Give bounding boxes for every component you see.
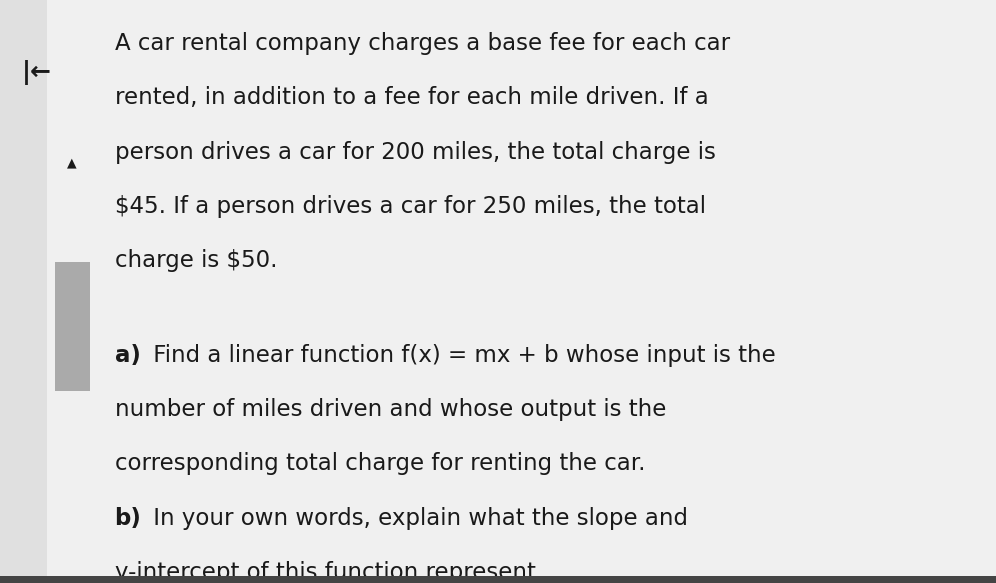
Text: b): b)	[115, 507, 141, 529]
Text: charge is $50.: charge is $50.	[115, 249, 277, 272]
Text: rented, in addition to a fee for each mile driven. If a: rented, in addition to a fee for each mi…	[115, 86, 708, 109]
Text: |←: |←	[22, 61, 52, 85]
Text: y-intercept of this function represent.: y-intercept of this function represent.	[115, 561, 543, 583]
Bar	[55, 262, 90, 391]
Bar	[0, 576, 996, 583]
Text: A car rental company charges a base fee for each car: A car rental company charges a base fee …	[115, 32, 730, 55]
Text: In your own words, explain what the slope and: In your own words, explain what the slop…	[146, 507, 688, 529]
Text: a): a)	[115, 344, 140, 367]
Text: Find a linear function f(x) = mx + b whose input is the: Find a linear function f(x) = mx + b who…	[146, 344, 776, 367]
Text: number of miles driven and whose output is the: number of miles driven and whose output …	[115, 398, 666, 421]
Bar	[47, 0, 92, 583]
Bar	[0, 0, 92, 583]
Text: ▲: ▲	[67, 157, 77, 170]
Text: corresponding total charge for renting the car.: corresponding total charge for renting t…	[115, 452, 645, 475]
Text: person drives a car for 200 miles, the total charge is: person drives a car for 200 miles, the t…	[115, 141, 715, 163]
Text: $45. If a person drives a car for 250 miles, the total: $45. If a person drives a car for 250 mi…	[115, 195, 705, 217]
